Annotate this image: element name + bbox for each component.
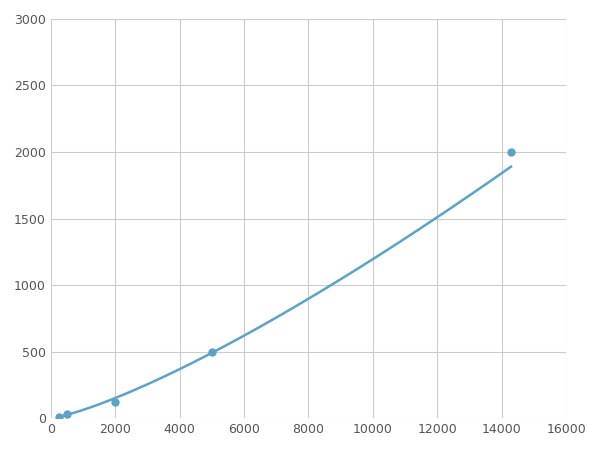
Point	[54, 413, 64, 420]
Point	[110, 398, 120, 405]
Point	[207, 348, 217, 356]
Point	[62, 411, 71, 418]
Point	[506, 148, 516, 156]
